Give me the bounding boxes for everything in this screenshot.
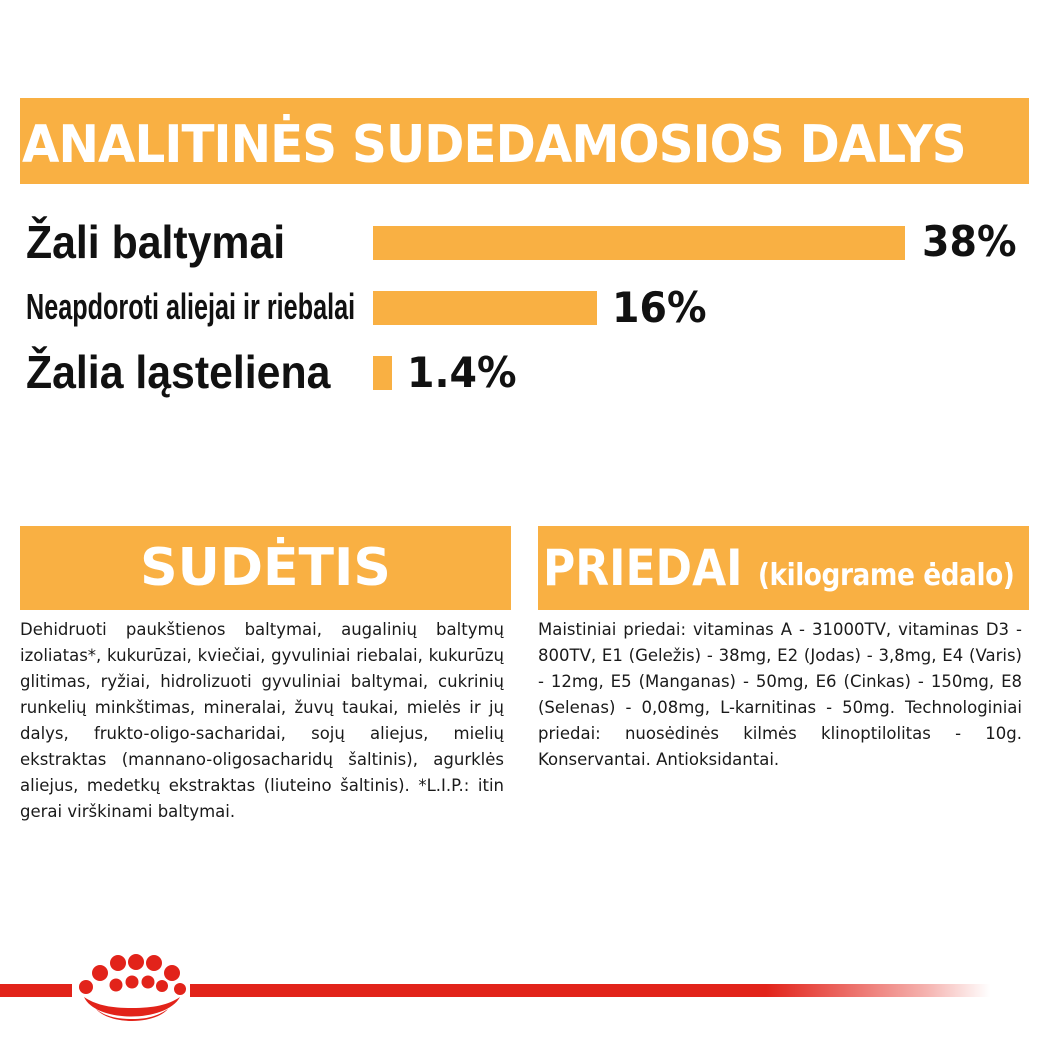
composition-header-box [20, 526, 511, 610]
row-label-crude-protein: Žali baltymai [26, 216, 286, 268]
row-label-crude-fibre: Žalia ląsteliena [26, 346, 331, 398]
bar-crude-fat [373, 291, 597, 325]
value-crude-fat: 16% [612, 283, 707, 332]
value-crude-fibre: 1.4% [407, 348, 517, 397]
brand-line-left [0, 984, 72, 997]
royal-canin-crown-icon [79, 954, 186, 1021]
additives-subtitle: (kilograme ėdalo) [757, 558, 1015, 593]
bar-crude-protein [373, 226, 905, 260]
composition-title: SUDĖTIS [140, 538, 391, 598]
value-crude-protein: 38% [922, 217, 1017, 266]
additives-text: Maistiniai priedai: vitaminas A - 31000T… [538, 620, 1022, 769]
additives-title: PRIEDAI [543, 539, 743, 597]
analytical-title: ANALITINĖS SUDEDAMOSIOS DALYS [22, 115, 967, 175]
row-label-crude-fat: Neapdoroti aliejai ir riebalai [26, 286, 356, 327]
additives-header-box [538, 526, 1029, 610]
brand-line-right [190, 984, 990, 997]
bar-crude-fibre [373, 356, 392, 390]
analytical-banner [20, 98, 1029, 184]
composition-text: Dehidruoti paukštienos baltymai, augalin… [20, 620, 504, 821]
additives-title-wrap: PRIEDAI (kilograme ėdalo) [543, 535, 1015, 601]
